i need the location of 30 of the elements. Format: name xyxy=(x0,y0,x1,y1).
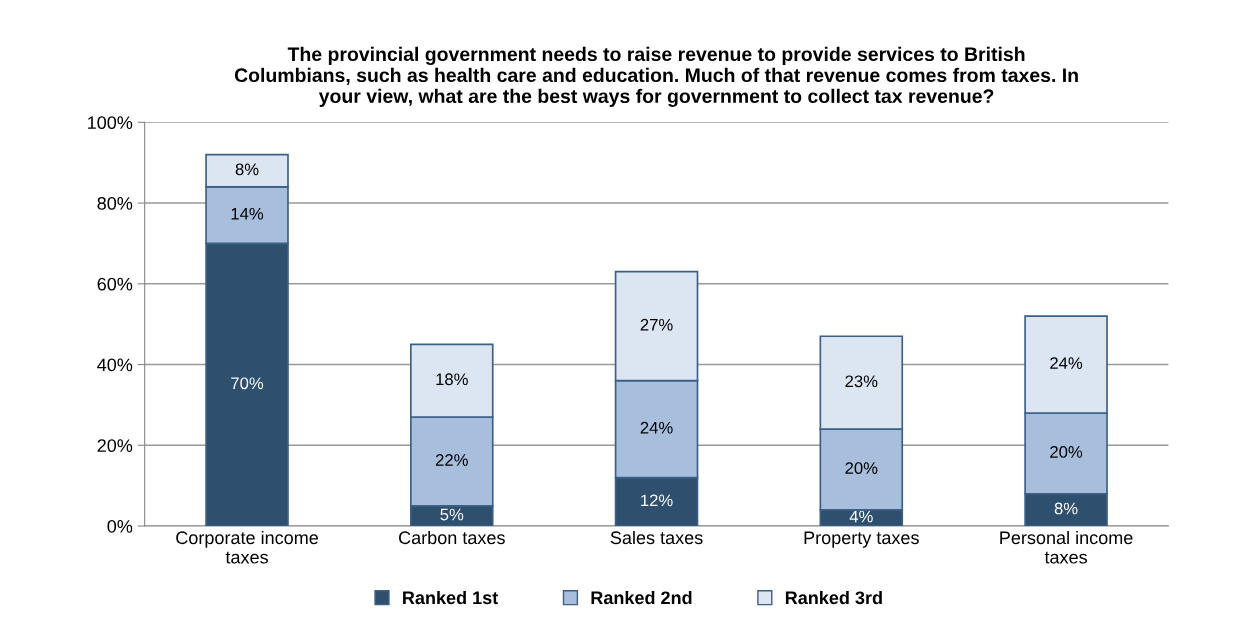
x-tick-label: Carbon taxes xyxy=(399,530,505,545)
data-label: 4% xyxy=(849,510,873,523)
data-label: 24% xyxy=(1050,357,1083,369)
x-tick-label: Corporate income taxes xyxy=(176,530,318,564)
data-label: 8% xyxy=(1054,502,1078,515)
chart-title: The provincial government needs to raise revenue to provide services to British Columbians, such as health care and education. Much of that revenue comes from taxes. In your view, what are the best ways for government to collect tax revenue? xyxy=(234,46,1078,107)
data-label: 14% xyxy=(231,207,264,220)
y-tick-label: 60% xyxy=(97,277,133,291)
legend-label: Ranked 1st xyxy=(403,590,498,605)
y-tick-label: 100% xyxy=(88,116,133,130)
legend-label: Ranked 2nd xyxy=(591,590,692,605)
data-label: 23% xyxy=(845,375,878,388)
legend-label: Ranked 3rd xyxy=(785,590,882,605)
data-label: 24% xyxy=(640,421,673,434)
x-tick-label: Sales taxes xyxy=(610,530,703,545)
data-label: 12% xyxy=(641,494,673,507)
data-label: 18% xyxy=(436,373,468,386)
y-tick-label: 40% xyxy=(97,358,133,372)
y-tick-label: 0% xyxy=(107,519,133,533)
data-label: 27% xyxy=(640,318,673,331)
data-label: 5% xyxy=(440,508,464,521)
data-label: 20% xyxy=(1050,446,1083,458)
x-tick-label: Property taxes xyxy=(804,531,919,548)
data-label: 20% xyxy=(845,462,878,474)
x-tick-label: Personal income taxes xyxy=(1000,530,1133,564)
data-label: 22% xyxy=(435,454,468,466)
y-tick-label: 80% xyxy=(97,196,133,210)
data-label: 70% xyxy=(231,377,264,390)
y-tick-label: 20% xyxy=(97,439,133,453)
data-label: 8% xyxy=(235,163,259,176)
